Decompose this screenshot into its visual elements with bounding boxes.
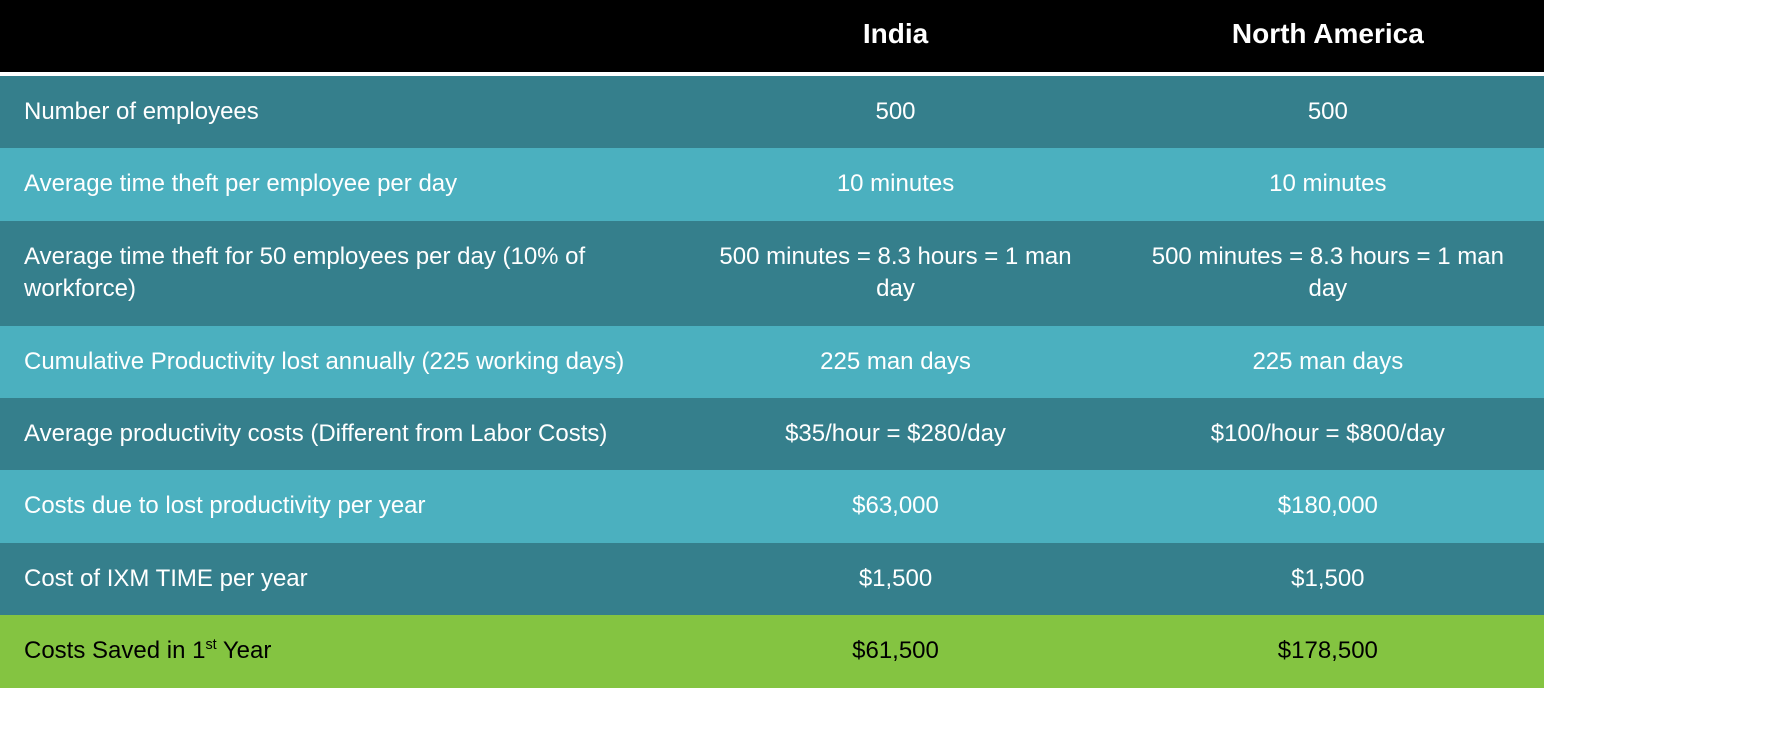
row-india: $61,500 (679, 615, 1111, 687)
row-label: Cost of IXM TIME per year (0, 543, 679, 615)
row-label: Cumulative Productivity lost annually (2… (0, 326, 679, 398)
header-north-america: North America (1112, 0, 1544, 74)
row-label: Costs Saved in 1st Year (0, 615, 679, 687)
row-india: 10 minutes (679, 148, 1111, 220)
table-row: Cumulative Productivity lost annually (2… (0, 326, 1544, 398)
row-north-america: 500 (1112, 74, 1544, 148)
label-prefix: Costs Saved in 1 (24, 637, 205, 664)
row-label: Average time theft for 50 employees per … (0, 221, 679, 326)
row-north-america: $100/hour = $800/day (1112, 398, 1544, 470)
row-india: 500 (679, 74, 1111, 148)
table-row: Average time theft per employee per day … (0, 148, 1544, 220)
table-row: Costs due to lost productivity per year … (0, 470, 1544, 542)
row-india: 225 man days (679, 326, 1111, 398)
row-north-america: 225 man days (1112, 326, 1544, 398)
row-label: Average productivity costs (Different fr… (0, 398, 679, 470)
row-north-america: $178,500 (1112, 615, 1544, 687)
label-suffix: Year (217, 637, 272, 664)
row-india: $35/hour = $280/day (679, 398, 1111, 470)
row-north-america: 10 minutes (1112, 148, 1544, 220)
label-superscript: st (205, 637, 216, 653)
row-north-america: $1,500 (1112, 543, 1544, 615)
comparison-table-container: India North America Number of employees … (0, 0, 1544, 688)
table-row: Number of employees 500 500 (0, 74, 1544, 148)
row-north-america: $180,000 (1112, 470, 1544, 542)
header-blank (0, 0, 679, 74)
table-row-highlight: Costs Saved in 1st Year $61,500 $178,500 (0, 615, 1544, 687)
table-header-row: India North America (0, 0, 1544, 74)
row-india: $1,500 (679, 543, 1111, 615)
row-india: 500 minutes = 8.3 hours = 1 man day (679, 221, 1111, 326)
row-india: $63,000 (679, 470, 1111, 542)
row-label: Average time theft per employee per day (0, 148, 679, 220)
comparison-table: India North America Number of employees … (0, 0, 1544, 688)
table-row: Average productivity costs (Different fr… (0, 398, 1544, 470)
table-row: Average time theft for 50 employees per … (0, 221, 1544, 326)
header-india: India (679, 0, 1111, 74)
row-north-america: 500 minutes = 8.3 hours = 1 man day (1112, 221, 1544, 326)
table-row: Cost of IXM TIME per year $1,500 $1,500 (0, 543, 1544, 615)
row-label: Number of employees (0, 74, 679, 148)
row-label: Costs due to lost productivity per year (0, 470, 679, 542)
